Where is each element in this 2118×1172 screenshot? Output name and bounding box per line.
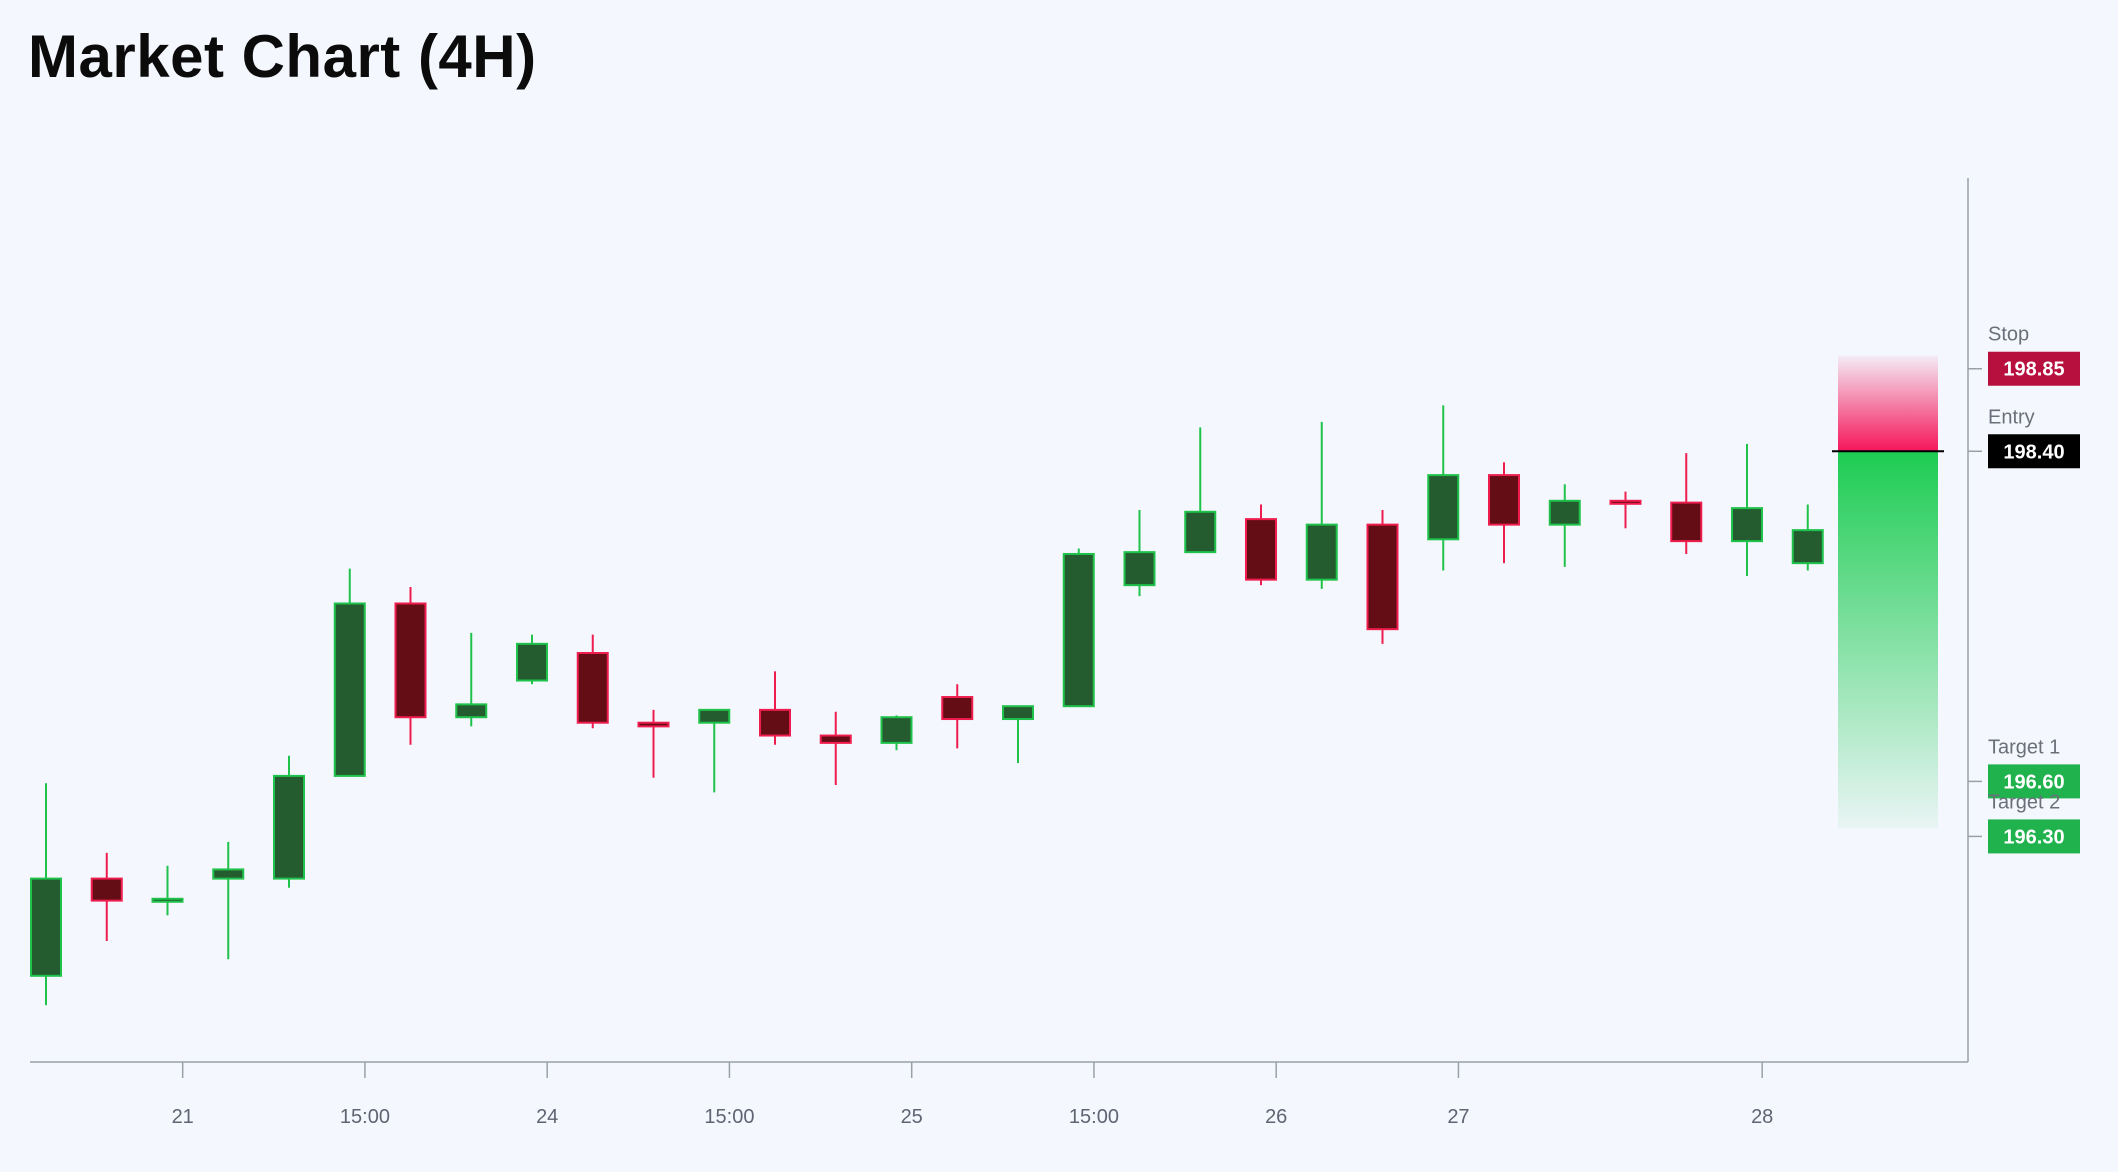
candle-body (1123, 551, 1156, 587)
candle-body (1062, 552, 1095, 708)
candle-body (698, 708, 731, 724)
axes (30, 178, 1969, 1063)
candle (1548, 484, 1581, 567)
candle-body (1184, 510, 1217, 554)
candle (1670, 453, 1703, 554)
candle-body (1731, 507, 1763, 543)
candle-body (90, 877, 123, 902)
candle (1427, 405, 1460, 571)
candle-body (394, 602, 427, 719)
candle (1791, 504, 1824, 571)
candle-body (1791, 529, 1824, 565)
candle (1609, 491, 1642, 529)
candle (637, 709, 670, 778)
level-caption: Stop (1988, 324, 2029, 346)
candle-body (1002, 705, 1034, 721)
candle (698, 708, 731, 793)
x-tick-label: 15:00 (704, 1106, 754, 1128)
candle (759, 671, 791, 745)
candle-body (1670, 501, 1703, 543)
x-tick-label: 15:00 (1069, 1106, 1119, 1128)
candle-body (212, 868, 245, 880)
level-value: 198.40 (2003, 441, 2064, 463)
candle-body (1305, 523, 1338, 581)
candle-body (819, 734, 852, 744)
x-tick-label: 27 (1447, 1106, 1469, 1128)
candle-body (333, 602, 366, 777)
candle-body (273, 774, 305, 880)
x-tick-label: 28 (1751, 1106, 1773, 1128)
price-levels: Stop 198.85 Entry 198.40 Target 1 196.60Targe… (1968, 324, 2080, 854)
candle (394, 586, 427, 745)
candle (90, 852, 123, 941)
candle (30, 783, 62, 1006)
price-level-entry: Entry 198.40 (1968, 406, 2080, 469)
x-tick-label: 24 (536, 1106, 558, 1128)
position-zones (1832, 355, 1944, 829)
level-value: 198.85 (2003, 359, 2064, 381)
stop-loss-zone (1838, 355, 1938, 452)
candle-body (1427, 474, 1460, 541)
candles (30, 405, 1824, 1006)
candle-body (576, 652, 609, 724)
level-value: 196.60 (2003, 771, 2064, 793)
candle (516, 634, 548, 685)
candle-body (1366, 523, 1399, 631)
candle (1488, 462, 1520, 564)
candle-body (516, 642, 548, 682)
candle-body (151, 897, 184, 903)
level-badge (1988, 819, 2080, 854)
level-value: 196.30 (2003, 826, 2064, 848)
level-caption: Target 2 (1988, 791, 2060, 813)
candle (941, 684, 974, 749)
candle (333, 568, 366, 777)
candle (880, 715, 913, 751)
level-badge (1988, 351, 2080, 386)
x-tick-label: 26 (1265, 1106, 1287, 1128)
candle (1731, 443, 1763, 576)
level-badge (1988, 764, 2080, 799)
candle (1366, 509, 1399, 644)
candle-body (455, 703, 488, 719)
take-profit-zone (1838, 451, 1938, 829)
candle (455, 632, 488, 727)
level-caption: Target 1 (1988, 736, 2060, 758)
candle (576, 634, 609, 729)
price-level-stop: Stop 198.85 (1968, 324, 2080, 386)
candle-body (941, 696, 974, 721)
candle-body (1548, 499, 1581, 526)
level-badge (1988, 434, 2080, 469)
x-ticks: 21 15:00 24 15:00 25 15:00 26 27 28 (172, 1062, 1773, 1128)
candle-body (1488, 474, 1520, 526)
level-caption: Entry (1988, 406, 2035, 428)
candle-body (759, 708, 791, 737)
candle (1062, 548, 1095, 708)
price-level-target: Target 1 196.60 (1968, 736, 2080, 799)
candle (1305, 421, 1338, 589)
x-tick-label: 21 (172, 1106, 194, 1128)
price-level-target: Target 2 196.30 (1968, 791, 2080, 854)
candle (212, 841, 245, 960)
candle-body (880, 716, 913, 744)
x-tick-label: 25 (901, 1106, 923, 1128)
candle-body (1609, 499, 1642, 505)
candle (819, 711, 852, 786)
candle (1002, 705, 1034, 764)
page-title: Market Chart (4H) (28, 23, 537, 90)
candle (151, 865, 184, 916)
candle (1184, 427, 1217, 554)
candle (273, 755, 305, 888)
candle-body (637, 721, 670, 728)
candle-body (30, 877, 62, 977)
candle (1245, 504, 1277, 586)
x-tick-label: 15:00 (340, 1106, 390, 1128)
candle (1123, 509, 1156, 597)
candle-body (1245, 518, 1277, 581)
